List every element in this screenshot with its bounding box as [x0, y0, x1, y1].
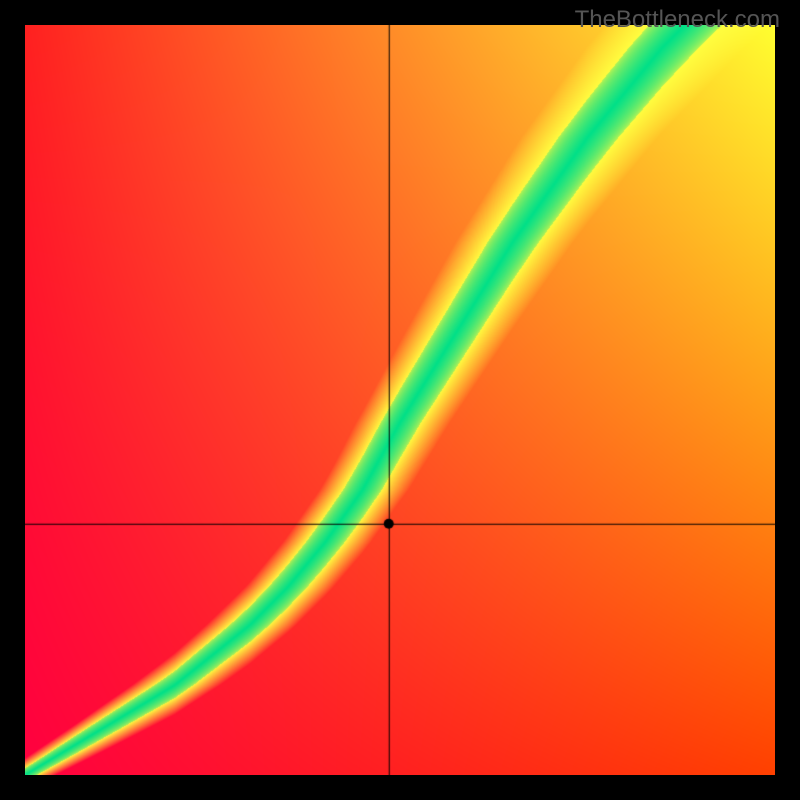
bottleneck-heatmap	[25, 25, 775, 775]
watermark-text: TheBottleneck.com	[575, 6, 780, 34]
chart-container: TheBottleneck.com	[0, 0, 800, 800]
